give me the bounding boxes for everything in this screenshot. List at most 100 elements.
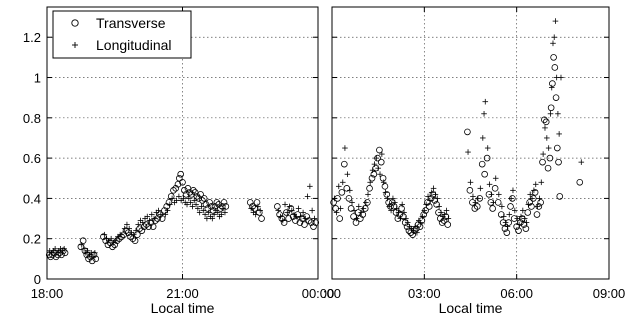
transverse-point [115,235,123,243]
longitudinal-point [527,191,534,198]
longitudinal-point [506,211,513,218]
longitudinal-point [465,149,471,155]
longitudinal-point [532,181,539,188]
transverse-point [466,187,474,194]
transverse-point [258,215,265,222]
longitudinal-point [502,219,509,226]
x-axis-label: Local time [439,300,503,316]
legend: Transverse Longitudinal [52,10,192,59]
longitudinal-point [214,209,221,216]
longitudinal-point [363,199,369,206]
transverse-point [550,54,557,61]
transverse-point [158,215,166,222]
longitudinal-point [222,209,228,216]
longitudinal-point [536,195,543,202]
longitudinal-point [369,167,376,173]
longitudinal-point [358,209,365,216]
longitudinal-point [302,215,309,222]
longitudinal-point [146,217,153,224]
transverse-point [379,174,387,182]
longitudinal-point [417,219,424,226]
legend-label-longitudinal: Longitudinal [96,37,172,53]
longitudinal-point [481,110,487,117]
longitudinal-point [195,205,201,212]
longitudinal-point [490,199,497,206]
transverse-point [385,199,392,206]
transverse-point [420,211,428,218]
longitudinal-point [135,221,142,228]
longitudinal-point [298,213,304,220]
longitudinal-point [347,187,353,194]
longitudinal-point [380,179,387,186]
longitudinal-point [390,195,396,202]
transverse-point [274,203,281,210]
transverse-point [552,94,560,101]
transverse-point [473,203,481,210]
longitudinal-point [472,199,479,206]
transverse-point [345,195,353,202]
longitudinal-point [421,207,428,214]
longitudinal-point [284,209,291,216]
longitudinal-point [578,159,585,165]
longitudinal-point [375,165,381,171]
longitudinal-point [377,171,383,178]
longitudinal-point [445,215,452,222]
longitudinal-point [484,145,491,151]
transverse-point [539,158,546,166]
transverse-point [531,189,539,196]
longitudinal-point [419,213,426,220]
longitudinal-point [475,195,481,202]
longitudinal-point [436,203,442,210]
longitudinal-point [187,199,194,206]
panel-2: :00 03:00 06:00 09:00 Local time [323,6,625,316]
longitudinal-point [504,223,511,230]
longitudinal-point [403,215,409,222]
transverse-point [341,160,348,168]
longitudinal-point [186,195,192,202]
transverse-point [255,209,263,216]
transverse-point [515,227,522,234]
longitudinal-point [425,193,431,200]
transverse-point [396,211,404,218]
transverse-point [197,191,204,198]
longitudinal-point [184,201,190,208]
longitudinal-point [90,254,96,260]
longitudinal-point [255,203,261,210]
longitudinal-point [382,189,389,196]
transverse-point [218,203,226,210]
transverse-point [200,195,208,202]
longitudinal-point [525,201,532,208]
longitudinal-point [191,197,198,204]
transverse-point [444,221,452,228]
longitudinal-point [311,215,318,222]
transverse-point [167,193,175,200]
longitudinal-point [365,191,371,198]
longitudinal-point [538,179,545,186]
longitudinal-point [176,193,182,200]
longitudinal-point [189,203,196,210]
transverse-point [199,197,206,204]
longitudinal-point [397,215,404,222]
longitudinal-point [78,241,85,248]
longitudinal-point [277,213,284,220]
transverse-point [370,170,378,178]
longitudinal-point [367,179,373,186]
longitudinal-point [61,245,67,252]
longitudinal-point [198,203,205,210]
longitudinal-point [169,195,175,202]
transverse-point [206,199,213,206]
transverse-point [305,217,313,224]
longitudinal-point [514,215,521,222]
transverse-point [177,170,184,178]
longitudinal-point [101,231,108,238]
longitudinal-point [552,18,559,24]
transverse-point [440,217,448,224]
transverse-point [330,199,337,206]
transverse-point [489,205,496,212]
y-tick-label: 1.2 [23,30,41,45]
transverse-point [383,191,391,198]
longitudinal-point [410,227,417,234]
longitudinal-point [81,245,87,252]
transverse-point [176,174,183,182]
longitudinal-point [523,219,530,226]
